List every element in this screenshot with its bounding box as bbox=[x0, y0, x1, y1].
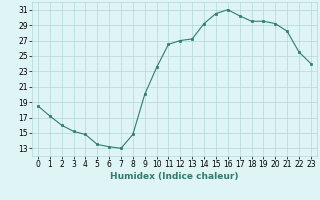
X-axis label: Humidex (Indice chaleur): Humidex (Indice chaleur) bbox=[110, 172, 239, 181]
